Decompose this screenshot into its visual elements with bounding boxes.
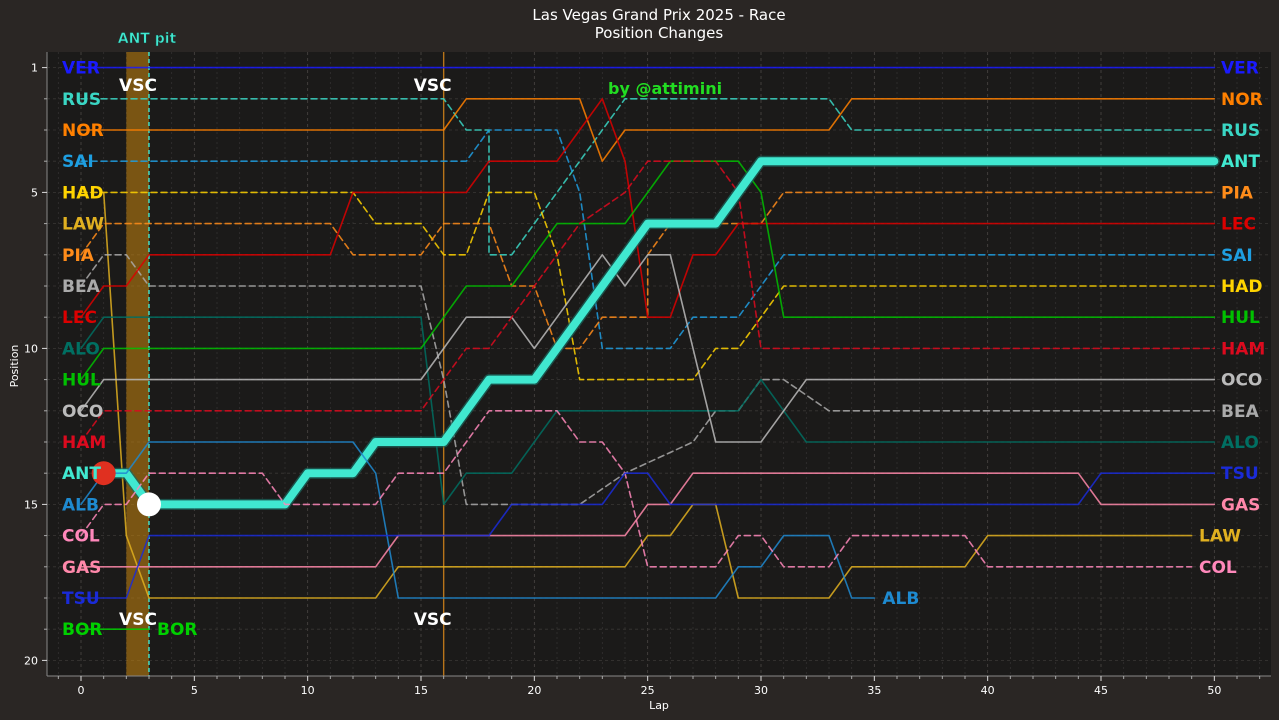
plot-area	[47, 52, 1271, 676]
x-tick-label: 30	[754, 684, 768, 697]
series-line-ham	[80, 160, 1216, 443]
start-label-tsu: TSU	[62, 589, 100, 609]
series-line-col	[80, 410, 1193, 568]
end-label-rus: RUS	[1221, 121, 1260, 141]
start-label-had: HAD	[62, 183, 104, 203]
end-label-ver: VER	[1221, 59, 1259, 79]
start-label-oco: OCO	[62, 402, 103, 422]
x-tick-label: 15	[414, 684, 428, 697]
end-label-ham: HAM	[1221, 339, 1265, 359]
series-line-law	[102, 191, 1193, 599]
x-axis-label: Lap	[649, 699, 669, 712]
series-line-alb	[80, 441, 876, 599]
x-tick-label: 50	[1207, 684, 1221, 697]
start-label-ant: ANT	[62, 464, 101, 484]
pit-band: ANT pit	[117, 31, 177, 676]
start-label-bor: BOR	[62, 620, 103, 640]
marker-point	[137, 492, 161, 517]
start-label-gas: GAS	[62, 558, 101, 578]
y-tick-label: 20	[24, 654, 38, 667]
start-label-bea: BEA	[62, 277, 101, 297]
x-tick-label: 45	[1094, 684, 1108, 697]
end-label-lec: LEC	[1221, 215, 1256, 235]
x-tick-label: 25	[641, 684, 655, 697]
y-axis-label: Position	[8, 345, 21, 388]
x-tick-label: 40	[981, 684, 995, 697]
start-label-law: LAW	[62, 215, 104, 235]
x-tick-label: 35	[867, 684, 881, 697]
series-line-sai	[80, 129, 1216, 350]
x-tick-label: 0	[78, 684, 85, 697]
start-label-rus: RUS	[62, 90, 101, 110]
start-label-pia: PIA	[62, 246, 95, 266]
chart-title: Las Vegas Grand Prix 2025 - Race	[532, 6, 785, 24]
end-label-law: LAW	[1199, 527, 1241, 547]
dnf-label-bor: BOR	[157, 620, 198, 640]
vsc-lines: VSC VSC VSC VSC	[119, 52, 452, 676]
start-label-lec: LEC	[62, 308, 97, 328]
series-line-rus	[80, 98, 1216, 256]
end-label-pia: PIA	[1221, 183, 1254, 203]
vsc-label-bottom: VSC	[119, 610, 157, 630]
start-label-ham: HAM	[62, 433, 106, 453]
series-lines	[80, 66, 1220, 630]
dnf-label-alb: ALB	[882, 589, 919, 609]
end-label-gas: GAS	[1221, 495, 1260, 515]
series-line-oco	[80, 254, 1216, 443]
end-label-hul: HUL	[1221, 308, 1260, 328]
y-tick-label: 10	[24, 342, 38, 355]
credit-text: by @attimini	[608, 79, 722, 98]
start-label-col: COL	[62, 527, 100, 547]
start-label-alb: ALB	[62, 495, 99, 515]
x-tick-label: 5	[191, 684, 198, 697]
y-tick-label: 15	[24, 498, 38, 511]
end-label-bea: BEA	[1221, 402, 1260, 422]
series-line-nor	[80, 98, 1216, 162]
series-line-ant	[99, 157, 1219, 509]
driver-labels: VER RUS NOR SAI HAD LAW PIA BEA LEC ALO HUL OCO HAM A…	[62, 59, 1265, 641]
end-label-nor: NOR	[1221, 90, 1263, 110]
start-label-nor: NOR	[62, 121, 104, 141]
start-label-hul: HUL	[62, 371, 101, 391]
markers	[91, 461, 161, 517]
end-label-tsu: TSU	[1221, 464, 1259, 484]
start-label-alo: ALO	[62, 339, 100, 359]
start-label-ver: VER	[62, 59, 100, 79]
series-line-hul	[80, 160, 1216, 381]
vsc-label-top: VSC	[414, 76, 452, 96]
end-label-col: COL	[1199, 558, 1237, 578]
pit-label: ANT pit	[118, 31, 177, 47]
series-line-had	[80, 191, 1216, 381]
start-label-sai: SAI	[62, 152, 94, 172]
series-line-tsu	[80, 472, 1216, 599]
marker-point	[91, 461, 116, 486]
end-label-sai: SAI	[1221, 246, 1253, 266]
vsc-label-bottom: VSC	[414, 610, 452, 630]
end-label-ant: ANT	[1221, 152, 1260, 172]
y-tick-label: 5	[31, 186, 38, 199]
end-label-oco: OCO	[1221, 371, 1262, 391]
end-label-alo: ALO	[1221, 433, 1259, 453]
series-line-lec	[80, 98, 1216, 318]
y-tick-label: 1	[31, 62, 38, 75]
end-label-had: HAD	[1221, 277, 1263, 297]
x-tick-label: 10	[301, 684, 315, 697]
x-tick-label: 20	[527, 684, 541, 697]
pit-window-band	[126, 52, 149, 676]
vsc-label-top: VSC	[119, 76, 157, 96]
chart-subtitle: Position Changes	[595, 24, 724, 42]
